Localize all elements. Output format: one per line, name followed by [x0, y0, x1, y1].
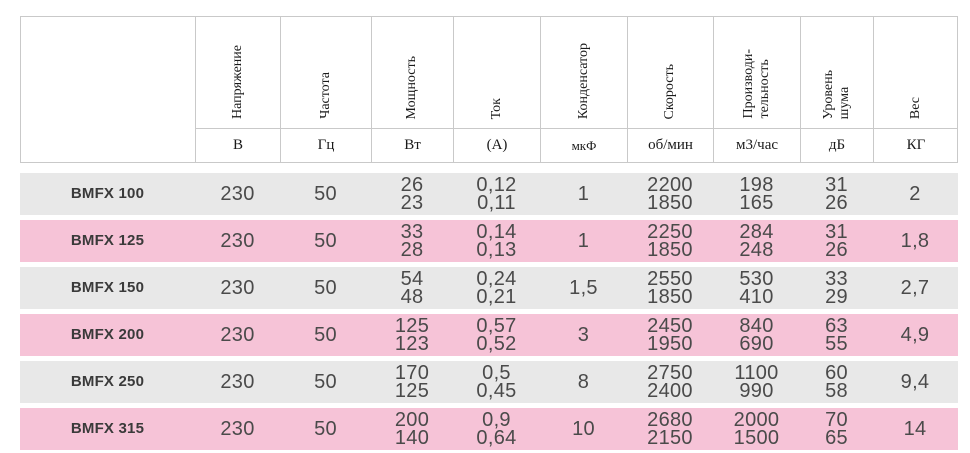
table-row-bmfx-250: BMFX 250 230 50 170 125 0,5 0,45 8 2750 … — [20, 361, 958, 403]
capacitor-value: 1 — [577, 183, 590, 205]
header-cell-power: Мощность — [372, 17, 454, 129]
header-cell-speed: Скорость — [628, 17, 714, 129]
model-name: BMFX 315 — [70, 420, 145, 437]
header-label-frequency: Частота — [317, 72, 333, 119]
model-name: BMFX 100 — [70, 185, 145, 202]
table-row-bmfx-200: BMFX 200 230 50 125 123 0,57 0,52 3 2450… — [20, 314, 958, 356]
capacitor-value: 1 — [577, 230, 590, 252]
voltage-value: 230 — [220, 371, 255, 393]
unit-noise: дБ — [801, 129, 874, 162]
header-corner-cell — [21, 17, 196, 162]
airflow-value: 1100 990 — [734, 362, 779, 402]
weight-value: 4,9 — [900, 324, 930, 346]
table-body: BMFX 100 230 50 26 23 0,12 0,11 1 2200 1… — [20, 173, 958, 453]
airflow-value: 840 690 — [739, 315, 774, 355]
noise-value: 60 58 — [825, 362, 848, 402]
header-label-voltage: Напряжение — [229, 45, 245, 119]
weight-value: 9,4 — [900, 371, 930, 393]
header-label-airflow: Производи- тельность — [740, 49, 772, 119]
unit-speed: об/мин — [628, 129, 714, 162]
power-value: 200 140 — [394, 409, 430, 449]
speed-value: 2750 2400 — [647, 362, 693, 402]
header-label-current: Ток — [488, 97, 504, 119]
header-cell-noise: Уровень шума — [801, 17, 874, 129]
model-name: BMFX 200 — [70, 326, 145, 343]
unit-capacitor: мкФ — [541, 129, 628, 162]
speed-value: 2450 1950 — [647, 315, 693, 355]
speed-value: 2200 1850 — [647, 174, 693, 214]
current-value: 0,12 0,11 — [476, 174, 517, 214]
table-row-bmfx-315: BMFX 315 230 50 200 140 0,9 0,64 10 2680… — [20, 408, 958, 450]
voltage-value: 230 — [220, 324, 255, 346]
speed-value: 2680 2150 — [647, 409, 693, 449]
speed-value: 2550 1850 — [647, 268, 693, 308]
unit-frequency: Гц — [281, 129, 372, 162]
unit-power: Вт — [372, 129, 454, 162]
voltage-value: 230 — [220, 183, 255, 205]
header-label-noise: Уровень шума — [820, 69, 852, 119]
airflow-value: 530 410 — [739, 268, 774, 308]
voltage-value: 230 — [220, 230, 255, 252]
model-name: BMFX 125 — [70, 232, 145, 249]
frequency-value: 50 — [314, 371, 337, 393]
current-value: 0,24 0,21 — [476, 268, 517, 308]
model-name: BMFX 150 — [70, 279, 145, 296]
header-label-speed: Скорость — [662, 63, 678, 120]
noise-value: 31 26 — [825, 174, 848, 214]
frequency-value: 50 — [314, 324, 337, 346]
voltage-value: 230 — [220, 418, 255, 440]
airflow-value: 284 248 — [739, 221, 774, 261]
weight-value: 2,7 — [900, 277, 930, 299]
power-value: 33 28 — [400, 221, 424, 261]
table-row-bmfx-150: BMFX 150 230 50 54 48 0,24 0,21 1,5 2550… — [20, 267, 958, 309]
capacitor-value: 8 — [577, 371, 590, 393]
header-cell-frequency: Частота — [281, 17, 372, 129]
table-row-bmfx-100: BMFX 100 230 50 26 23 0,12 0,11 1 2200 1… — [20, 173, 958, 215]
current-value: 0,9 0,64 — [476, 409, 517, 449]
weight-value: 14 — [903, 418, 927, 440]
noise-value: 31 26 — [825, 221, 848, 261]
header-label-power: Мощность — [404, 55, 420, 119]
speed-value: 2250 1850 — [647, 221, 693, 261]
unit-weight: КГ — [906, 137, 926, 153]
current-value: 0,5 0,45 — [476, 362, 517, 402]
power-value: 54 48 — [400, 268, 424, 308]
unit-voltage: В — [196, 129, 281, 162]
frequency-value: 50 — [314, 230, 337, 252]
frequency-value: 50 — [314, 277, 337, 299]
header-cell-airflow: Производи- тельность — [714, 17, 801, 129]
power-value: 170 125 — [394, 362, 430, 402]
frequency-value: 50 — [314, 418, 337, 440]
frequency-value: 50 — [314, 183, 337, 205]
current-value: 0,57 0,52 — [476, 315, 517, 355]
header-cell-weight: Вес — [874, 17, 958, 129]
table-header: Напряжение Частота Мощность Ток Конденса… — [20, 16, 958, 163]
weight-value: 2 — [909, 183, 921, 205]
power-value: 26 23 — [400, 174, 424, 214]
noise-value: 63 55 — [825, 315, 848, 355]
header-cell-current: Ток — [454, 17, 541, 129]
current-value: 0,14 0,13 — [476, 221, 517, 261]
capacitor-value: 10 — [572, 418, 595, 440]
power-value: 125 123 — [394, 315, 430, 355]
airflow-value: 198 165 — [739, 174, 774, 214]
noise-value: 70 65 — [825, 409, 848, 449]
weight-value: 1,8 — [900, 230, 930, 252]
header-label-weight: Вес — [907, 96, 923, 119]
unit-airflow: м3/час — [714, 129, 801, 162]
unit-current: (А) — [454, 129, 541, 162]
table-row-bmfx-125: BMFX 125 230 50 33 28 0,14 0,13 1 2250 1… — [20, 220, 958, 262]
header-cell-voltage: Напряжение — [196, 17, 281, 129]
airflow-value: 2000 1500 — [733, 409, 780, 449]
capacitor-value: 3 — [577, 324, 590, 346]
capacitor-value: 1,5 — [569, 277, 598, 299]
header-label-capacitor: Конденсатор — [575, 42, 591, 119]
model-name: BMFX 250 — [70, 373, 145, 390]
header-cell-capacitor: Конденсатор — [541, 17, 628, 129]
noise-value: 33 29 — [825, 268, 848, 308]
voltage-value: 230 — [220, 277, 255, 299]
